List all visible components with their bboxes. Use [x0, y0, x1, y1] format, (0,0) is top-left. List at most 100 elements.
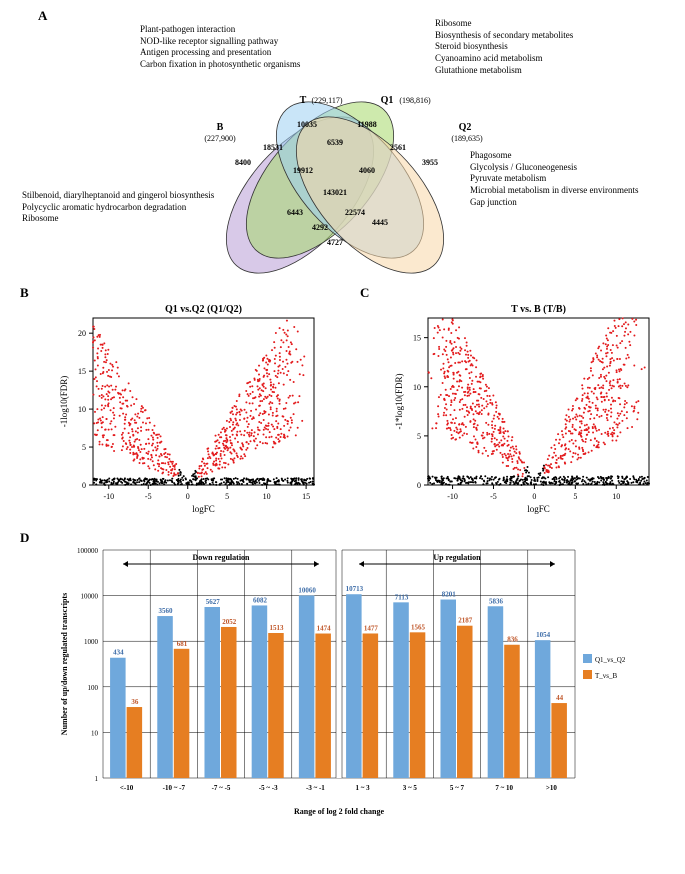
svg-text:-10 ~ -7: -10 ~ -7: [163, 784, 186, 792]
svg-text:-7 ~ -5: -7 ~ -5: [212, 784, 231, 792]
svg-text:>10: >10: [546, 784, 557, 792]
svg-text:1 ~ 3: 1 ~ 3: [356, 784, 371, 792]
svg-text:Number of up/down regulated tr: Number of up/down regulated transcripts: [60, 593, 69, 735]
svg-text:1474: 1474: [317, 625, 332, 633]
svg-text:1054: 1054: [536, 631, 551, 639]
svg-text:5: 5: [573, 492, 577, 501]
svg-text:5: 5: [225, 492, 229, 501]
svg-text:<-10: <-10: [120, 784, 134, 792]
svg-text:Q1: Q1: [381, 95, 394, 106]
svg-text:-3 ~ -1: -3 ~ -1: [306, 784, 325, 792]
svg-text:(229,117): (229,117): [311, 96, 342, 105]
svg-text:5 ~ 7: 5 ~ 7: [450, 784, 465, 792]
svg-text:-1log10(FDR): -1log10(FDR): [59, 376, 69, 428]
svg-text:10: 10: [612, 492, 620, 501]
svg-text:836: 836: [507, 636, 518, 644]
svg-text:10060: 10060: [298, 586, 316, 594]
svg-text:1: 1: [95, 775, 99, 783]
svg-text:5: 5: [417, 432, 421, 441]
svg-text:10: 10: [78, 405, 86, 414]
svg-text:22574: 22574: [345, 208, 365, 217]
svg-text:0: 0: [532, 492, 536, 501]
svg-text:10035: 10035: [297, 120, 317, 129]
svg-text:3560: 3560: [159, 607, 174, 615]
svg-text:T vs. B (T/B): T vs. B (T/B): [511, 304, 566, 315]
svg-text:6443: 6443: [287, 208, 303, 217]
svg-text:1000: 1000: [84, 638, 99, 646]
svg-text:2187: 2187: [458, 617, 473, 625]
svg-text:-5 ~ -3: -5 ~ -3: [259, 784, 278, 792]
svg-text:44: 44: [556, 694, 564, 702]
volcano-plot-q1q2: Q1 vs.Q2 (Q1/Q2) -10 -5 0 5 10 15 0 5 10 15 20 logFC…: [55, 300, 320, 515]
svg-text:18531: 18531: [263, 143, 283, 152]
svg-text:logFC: logFC: [192, 504, 215, 514]
svg-text:20: 20: [78, 329, 86, 338]
svg-text:Q1 vs.Q2 (Q1/Q2): Q1 vs.Q2 (Q1/Q2): [165, 304, 242, 315]
svg-text:-1*log10(FDR): -1*log10(FDR): [394, 373, 404, 429]
svg-text:681: 681: [177, 640, 188, 648]
svg-text:(189,635): (189,635): [451, 134, 483, 143]
svg-text:6082: 6082: [253, 596, 268, 604]
panel-c-label: C: [360, 285, 369, 301]
svg-text:-10: -10: [103, 492, 114, 501]
text-top-right: RibosomeBiosynthesis of secondary metabo…: [435, 18, 573, 76]
svg-text:Q1_vs_Q2: Q1_vs_Q2: [595, 656, 626, 664]
svg-text:5836: 5836: [489, 597, 504, 605]
svg-text:1477: 1477: [364, 624, 379, 632]
svg-text:19912: 19912: [293, 166, 313, 175]
svg-text:10713: 10713: [346, 585, 364, 593]
svg-text:B: B: [217, 122, 224, 133]
panel-a-label: A: [38, 8, 47, 24]
svg-text:6539: 6539: [327, 138, 343, 147]
svg-text:T_vs_B: T_vs_B: [595, 672, 618, 680]
svg-text:8201: 8201: [442, 591, 457, 599]
svg-text:Up regulation: Up regulation: [433, 553, 481, 562]
svg-text:10: 10: [263, 492, 271, 501]
svg-text:7 ~ 10: 7 ~ 10: [495, 784, 513, 792]
svg-text:4445: 4445: [372, 218, 388, 227]
svg-text:8400: 8400: [235, 158, 251, 167]
svg-text:15: 15: [78, 367, 86, 376]
svg-text:15: 15: [302, 492, 310, 501]
svg-text:Down regulation: Down regulation: [193, 553, 251, 562]
svg-text:10: 10: [91, 729, 99, 737]
svg-text:(198,816): (198,816): [399, 96, 431, 105]
svg-text:-10: -10: [447, 492, 458, 501]
svg-text:0: 0: [417, 481, 421, 490]
svg-text:434: 434: [113, 649, 124, 657]
venn-diagram: B(227,900)T(229,117)Q1(198,816)Q2(189,63…: [155, 95, 515, 275]
svg-text:(227,900): (227,900): [204, 134, 236, 143]
svg-text:5627: 5627: [206, 598, 221, 606]
svg-text:3955: 3955: [422, 158, 438, 167]
svg-text:0: 0: [186, 492, 190, 501]
panel-d-label: D: [20, 530, 29, 546]
svg-text:2561: 2561: [390, 143, 406, 152]
svg-text:11988: 11988: [357, 120, 377, 129]
svg-text:0: 0: [82, 481, 86, 490]
svg-text:Range of log 2 fold change: Range of log 2 fold change: [294, 807, 384, 816]
svg-text:T: T: [300, 95, 307, 106]
svg-text:-5: -5: [145, 492, 152, 501]
svg-text:2052: 2052: [222, 618, 237, 626]
bar-chart: 1 10 100 1000 10000 100000 434 3560 5627 6082 1006…: [55, 540, 655, 820]
svg-text:3 ~ 5: 3 ~ 5: [403, 784, 418, 792]
svg-text:1513: 1513: [269, 624, 284, 632]
svg-text:100000: 100000: [77, 547, 99, 555]
svg-text:logFC: logFC: [527, 504, 550, 514]
svg-text:10000: 10000: [81, 593, 99, 601]
text-top-left: Plant-pathogen interactionNOD-like recep…: [140, 24, 300, 71]
svg-text:36: 36: [131, 698, 139, 706]
svg-text:10: 10: [413, 383, 421, 392]
svg-text:5: 5: [82, 443, 86, 452]
svg-text:100: 100: [88, 684, 99, 692]
svg-text:143021: 143021: [323, 188, 347, 197]
svg-text:-5: -5: [490, 492, 497, 501]
svg-text:15: 15: [413, 334, 421, 343]
volcano-plot-tb: T vs. B (T/B) -10 -5 0 5 10 0 5 10 15 logFC -1*log1…: [390, 300, 655, 515]
panel-b-label: B: [20, 285, 29, 301]
svg-text:4292: 4292: [312, 223, 328, 232]
svg-text:1565: 1565: [411, 623, 426, 631]
svg-text:4727: 4727: [327, 238, 343, 247]
svg-text:4060: 4060: [359, 166, 375, 175]
svg-text:7113: 7113: [395, 593, 409, 601]
